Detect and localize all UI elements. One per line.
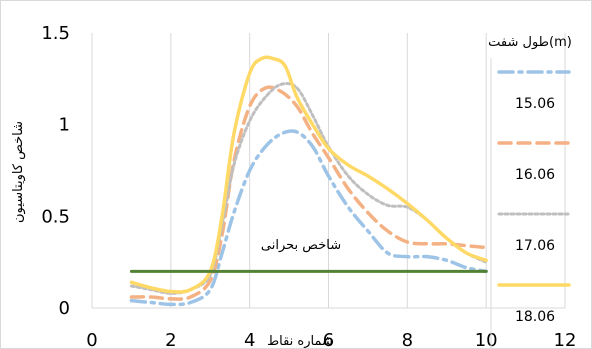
- legend: 15.06 16.06 17.06 18.06: [490, 58, 571, 349]
- series-line-0: [129, 129, 488, 307]
- series-line-3: [129, 55, 488, 294]
- y-tick-label: 1: [59, 115, 70, 136]
- x-tick-label: 8: [402, 330, 413, 349]
- x-tick-label: 4: [244, 330, 255, 349]
- axes: 0 2 4 6 8 10 12 0 0.5 1 1.5: [41, 23, 576, 349]
- x-tick-label: 12: [554, 330, 577, 349]
- legend-title: طول شفت(m): [488, 35, 572, 50]
- legend-label-3: 18.06: [515, 309, 555, 325]
- x-tick-label: 0: [86, 330, 97, 349]
- x-axis-label: شماره نقاط: [267, 334, 333, 349]
- y-tick-label: 1.5: [41, 23, 70, 44]
- legend-label-0: 15.06: [515, 96, 555, 112]
- x-tick-label: 2: [165, 330, 176, 349]
- y-tick-label: 0: [59, 298, 70, 319]
- y-axis-label: شاخص کاویتاسیون: [11, 121, 26, 223]
- y-tick-label: 0.5: [41, 206, 70, 227]
- legend-label-1: 16.06: [515, 167, 555, 183]
- x-tick-label: 10: [475, 330, 498, 349]
- series-lines: [129, 55, 488, 307]
- legend-label-2: 17.06: [515, 238, 555, 254]
- threshold-label: شاخص بحرانی: [261, 238, 341, 253]
- series-line-1: [129, 85, 488, 301]
- x-tick-label: 6: [323, 330, 334, 349]
